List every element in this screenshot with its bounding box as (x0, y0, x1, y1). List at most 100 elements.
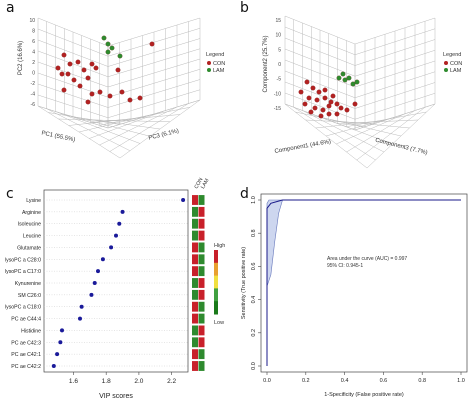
pca-z-tick-label: 0 (32, 71, 35, 77)
pca-point (127, 97, 133, 103)
pca-point (105, 49, 111, 55)
plsda-point (350, 81, 356, 87)
plsda-points (298, 71, 360, 119)
roc-ci-annotation: 95% CI: 0.945-1 (327, 263, 363, 269)
plsda-3d-plot: 15 10 5 0 -5 -10 -15 Component2 (25.7%) Compon… (263, 15, 462, 169)
pca-points (55, 35, 155, 105)
vip-point (120, 209, 125, 214)
plsda-legend-title: Legend (443, 52, 461, 58)
vip-heatmap-cell (192, 337, 198, 348)
vip-point (89, 292, 94, 297)
vip-heatmap-cell (198, 337, 205, 348)
vip-point (51, 364, 56, 368)
plsda-x-axis-label: Component1 (44.6%) (274, 139, 331, 155)
pca-legend-title: Legend (206, 52, 224, 58)
vip-heatmap-cell (198, 349, 205, 360)
plsda-point (304, 79, 310, 85)
vip-colorbar: High Low (214, 243, 225, 326)
pca-point (89, 91, 95, 97)
vip-heatmap-cell (192, 325, 198, 336)
pca-point (137, 95, 143, 101)
vip-rows: Lysine Arginine Isoleucine Leucine Glutamate… (5, 198, 188, 370)
vip-category-label: PC ae C42:3 (11, 340, 41, 346)
vip-category-label: Histidine (21, 328, 41, 334)
pca-legend-lam-marker (207, 68, 211, 72)
pca-point (67, 61, 73, 67)
vip-heatmap-cell (192, 206, 198, 217)
vip-category-label: Lysine (26, 198, 41, 204)
roc-x-tick-label: 0.6 (380, 378, 388, 384)
vip-colorbar-segment (214, 250, 218, 264)
vip-category-label: lysoPC a C18:0 (5, 305, 41, 311)
pca-point (55, 65, 61, 71)
plsda-z-tick-label: 0 (278, 62, 281, 68)
plsda-legend: Legend CON LAM (443, 52, 462, 74)
vip-point (181, 198, 186, 202)
plsda-point (352, 101, 358, 107)
vip-heatmap-cell (192, 301, 198, 312)
panel-c-letter: c (6, 186, 14, 202)
roc-x-tick-label: 0.8 (418, 378, 426, 384)
pca-point (115, 67, 121, 73)
vip-heatmap-cell (198, 230, 205, 241)
pca-point (119, 89, 125, 95)
vip-heatmap-cell (198, 206, 205, 217)
vip-x-ticks: 1.6 1.8 2.0 2.2 (69, 372, 177, 385)
plsda-z-tick-label: 10 (275, 33, 281, 39)
vip-heatmap-cell (192, 361, 198, 371)
vip-category-label: Leucine (23, 234, 41, 240)
plsda-point (340, 71, 346, 77)
panel-d-letter: d (240, 186, 249, 202)
pca-point (117, 53, 123, 59)
plsda-point (318, 113, 324, 119)
roc-y-axis-label: Sensitivity (True positive rate) (241, 247, 247, 319)
roc-x-axis-label: 1-Specificity (False positive rate) (324, 392, 404, 398)
roc-y-tick-label: 0.8 (251, 229, 257, 237)
vip-heatmap-column-label: CON (194, 177, 205, 190)
pca-legend-con-marker (207, 61, 211, 65)
plsda-point (302, 101, 308, 107)
pca-point (85, 99, 91, 105)
vip-category-label: Kynurenine (15, 281, 41, 287)
vip-colorbar-segment (214, 301, 218, 315)
vip-point (92, 281, 97, 285)
roc-y-tick-label: 0.4 (251, 296, 257, 304)
roc-plot: 0.0 0.2 0.4 0.6 0.8 1.0 0.0 0.2 0.4 0.6 0.8 1.0 Are… (241, 193, 468, 398)
pca-point (61, 87, 67, 93)
pca-z-tick-label: 4 (32, 50, 35, 56)
pca-point (89, 61, 95, 67)
vip-heatmap-cell (198, 361, 205, 371)
plsda-point (326, 103, 332, 109)
roc-curve (266, 199, 461, 366)
roc-y-tick-label: 0.6 (251, 263, 257, 271)
vip-category-label: Glutamate (17, 245, 41, 251)
pca-z-tick-label: 6 (32, 39, 35, 45)
vip-category-label: PC ae C42:2 (11, 364, 41, 370)
roc-x-tick-label: 0.0 (263, 378, 271, 384)
plsda-point (346, 75, 352, 81)
vip-heatmap-cell (198, 325, 205, 336)
plsda-point (336, 75, 342, 81)
vip-point (58, 340, 63, 345)
vip-heatmap-cell (192, 313, 198, 324)
pca-point (65, 71, 71, 77)
vip-point (78, 316, 82, 321)
plsda-legend-con-label: CON (450, 61, 462, 67)
vip-category-label: Isoleucine (18, 222, 41, 228)
roc-x-tick-label: 0.4 (341, 378, 349, 384)
pca-z-tick-label: -6 (31, 102, 36, 108)
pca-z-axis-label: PC2 (16.6%) (18, 41, 24, 75)
plsda-z-tick-label: -15 (274, 106, 281, 112)
roc-y-tick-label: 1.0 (251, 196, 257, 204)
vip-heatmap-cell (198, 242, 205, 253)
pca-legend: Legend CON LAM (206, 52, 225, 74)
plsda-point (326, 111, 332, 117)
plsda-point (342, 77, 348, 83)
panel-b-letter: b (240, 0, 249, 16)
pca-point (107, 93, 113, 99)
vip-x-tick-label: 2.2 (167, 378, 176, 385)
pca-z-tick-label: -4 (31, 92, 36, 98)
pca-point (101, 35, 107, 41)
pca-point (75, 59, 81, 65)
pca-x-axis-label: PC1 (55.5%) (41, 131, 76, 144)
